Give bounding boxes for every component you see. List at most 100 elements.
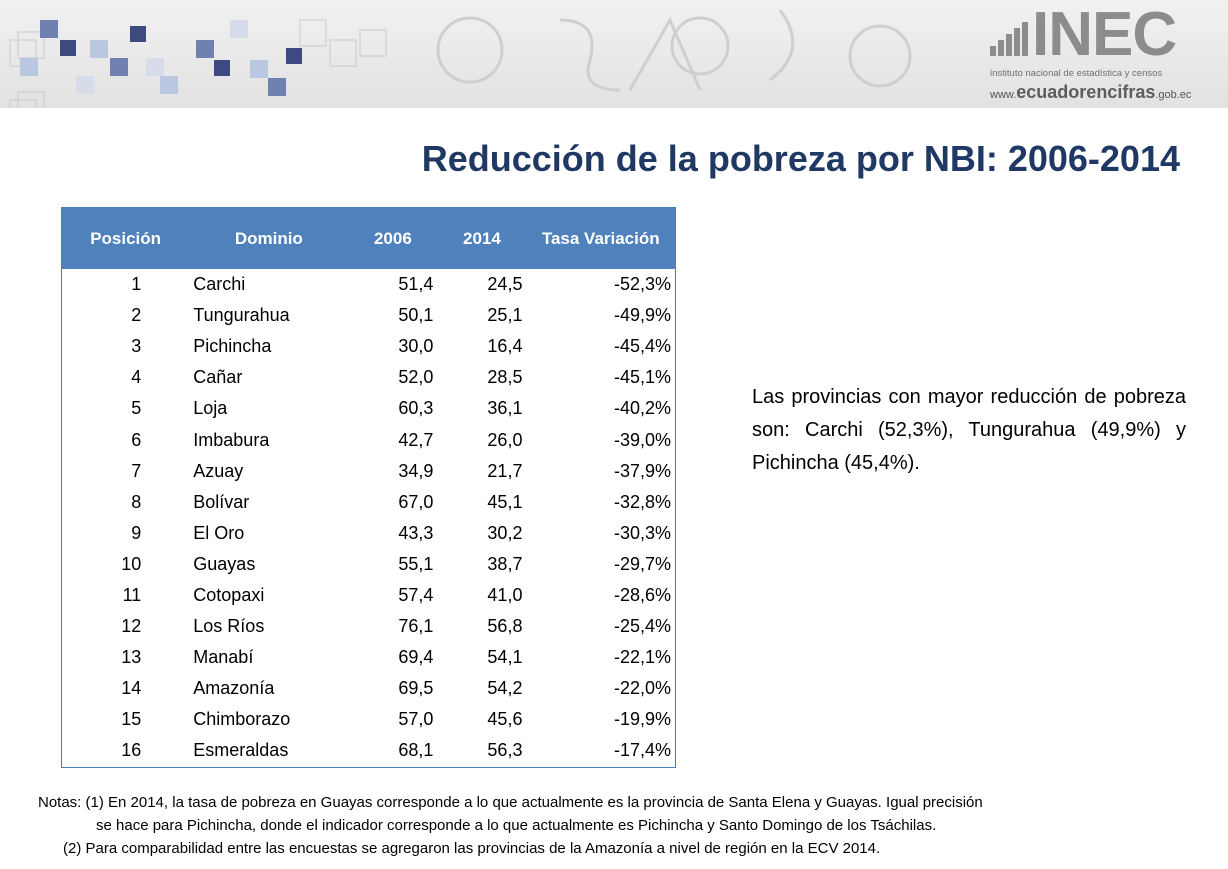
- cell-2014: 21,7: [487, 460, 523, 481]
- cell-dominio: Pichincha: [193, 336, 272, 357]
- table-row: 12 Los Ríos 76,1 56,8 -25,4%: [62, 611, 676, 642]
- cell-posicion: 8: [131, 491, 142, 512]
- cell-tasa-variacion: -25,4%: [613, 616, 671, 637]
- cell-tasa-variacion: -28,6%: [613, 584, 671, 605]
- table-row: 1 Carchi 51,4 24,5 -52,3%: [62, 269, 676, 300]
- cell-2014: 28,5: [487, 367, 523, 388]
- table-row: 11 Cotopaxi 57,4 41,0 -28,6%: [62, 580, 676, 611]
- table-row: 10 Guayas 55,1 38,7 -29,7%: [62, 549, 676, 580]
- cell-dominio: Cañar: [193, 367, 243, 388]
- cell-dominio: Azuay: [193, 460, 244, 481]
- cell-posicion: 2: [131, 305, 142, 326]
- table-row: 2 Tungurahua 50,1 25,1 -49,9%: [62, 300, 676, 331]
- cell-2006: 34,9: [398, 460, 434, 481]
- cell-2014: 36,1: [487, 398, 523, 419]
- cell-posicion: 5: [131, 398, 142, 419]
- cell-tasa-variacion: -30,3%: [613, 522, 671, 543]
- table-row: 8 Bolívar 67,0 45,1 -32,8%: [62, 487, 676, 518]
- cell-2006: 42,7: [398, 429, 434, 450]
- cell-posicion: 7: [131, 460, 142, 481]
- cell-tasa-variacion: -40,2%: [613, 398, 671, 419]
- cell-2006: 43,3: [398, 522, 434, 543]
- cell-posicion: 9: [131, 522, 142, 543]
- cell-tasa-variacion: -19,9%: [613, 709, 671, 730]
- header-2014: 2014: [437, 207, 527, 269]
- cell-posicion: 15: [121, 709, 142, 730]
- cell-dominio: Tungurahua: [193, 305, 290, 326]
- cell-dominio: Esmeraldas: [193, 740, 289, 761]
- cell-dominio: Los Ríos: [193, 616, 265, 637]
- header-posicion: Posición: [61, 207, 190, 269]
- cell-2014: 38,7: [487, 553, 523, 574]
- cell-2006: 67,0: [398, 491, 434, 512]
- cell-2014: 54,1: [487, 647, 523, 668]
- cell-2006: 30,0: [398, 336, 434, 357]
- cell-posicion: 11: [122, 584, 142, 605]
- poverty-table: Posición Dominio 2006 2014 Tasa Variació…: [61, 207, 676, 768]
- note-1-continued: se hace para Pichincha, donde el indicad…: [96, 817, 937, 834]
- cell-dominio: Bolívar: [193, 491, 250, 512]
- table-row: 15 Chimborazo 57,0 45,6 -19,9%: [62, 704, 676, 735]
- cell-posicion: 14: [121, 678, 142, 699]
- cell-2014: 26,0: [487, 429, 523, 450]
- cell-posicion: 12: [121, 616, 142, 637]
- cell-2014: 56,3: [487, 740, 523, 761]
- cell-dominio: Amazonía: [193, 678, 275, 699]
- cell-tasa-variacion: -39,0%: [613, 429, 671, 450]
- table-row: 6 Imbabura 42,7 26,0 -39,0%: [62, 424, 676, 455]
- table-row: 3 Pichincha 30,0 16,4 -45,4%: [62, 331, 676, 362]
- cell-2014: 41,0: [487, 584, 523, 605]
- note-1: Notas: (1) En 2014, la tasa de pobreza e…: [38, 794, 983, 811]
- cell-2014: 16,4: [487, 336, 523, 357]
- cell-2006: 76,1: [398, 616, 434, 637]
- cell-2006: 68,1: [398, 740, 434, 761]
- cell-2014: 45,6: [487, 709, 523, 730]
- cell-tasa-variacion: -45,4%: [613, 336, 671, 357]
- table-row: 14 Amazonía 69,5 54,2 -22,0%: [62, 673, 676, 704]
- cell-tasa-variacion: -37,9%: [613, 460, 671, 481]
- inec-logo: INEC instituto nacional de estadística y…: [988, 4, 1224, 103]
- cell-2006: 57,0: [398, 709, 434, 730]
- cell-2006: 52,0: [398, 367, 434, 388]
- cell-dominio: Imbabura: [193, 429, 270, 450]
- table-row: 4 Cañar 52,0 28,5 -45,1%: [62, 362, 676, 393]
- cell-2006: 50,1: [398, 305, 434, 326]
- cell-tasa-variacion: -45,1%: [613, 367, 671, 388]
- table-header-row: Posición Dominio 2006 2014 Tasa Variació…: [61, 207, 676, 269]
- cell-tasa-variacion: -52,3%: [613, 274, 671, 295]
- cell-tasa-variacion: -29,7%: [613, 553, 671, 574]
- table-row: 9 El Oro 43,3 30,2 -30,3%: [62, 518, 676, 549]
- cell-2014: 25,1: [487, 305, 523, 326]
- cell-tasa-variacion: -17,4%: [613, 740, 671, 761]
- cell-2014: 24,5: [487, 274, 523, 295]
- cell-dominio: Manabí: [193, 647, 254, 668]
- page-title: Reducción de la pobreza por NBI: 2006-20…: [421, 138, 1180, 179]
- note-2: (2) Para comparabilidad entre las encues…: [63, 840, 881, 857]
- site-main: ecuadorencifras: [1016, 82, 1156, 102]
- cell-posicion: 10: [121, 553, 142, 574]
- cell-2006: 69,5: [398, 678, 434, 699]
- cell-2006: 60,3: [398, 398, 434, 419]
- cell-dominio: Guayas: [193, 553, 256, 574]
- cell-tasa-variacion: -49,9%: [613, 305, 671, 326]
- site-prefix: www.: [990, 89, 1017, 101]
- header-dominio: Dominio: [189, 207, 349, 269]
- cell-posicion: 4: [131, 367, 142, 388]
- cell-posicion: 3: [131, 336, 142, 357]
- cell-tasa-variacion: -32,8%: [613, 491, 671, 512]
- cell-dominio: Carchi: [193, 274, 246, 295]
- notes: Notas: (1) En 2014, la tasa de pobreza e…: [38, 791, 1198, 860]
- header-tasa-variacion: Tasa Variación: [526, 207, 676, 269]
- cell-posicion: 1: [131, 274, 142, 295]
- cell-tasa-variacion: -22,0%: [613, 678, 671, 699]
- cell-tasa-variacion: -22,1%: [613, 647, 671, 668]
- header-banner: INEC instituto nacional de estadística y…: [0, 0, 1228, 108]
- cell-2014: 30,2: [487, 522, 523, 543]
- cell-2006: 51,4: [398, 274, 434, 295]
- table-row: 7 Azuay 34,9 21,7 -37,9%: [62, 456, 676, 487]
- table-body: 1 Carchi 51,4 24,5 -52,3% 2 Tungurahua 50,1 25,1…: [62, 269, 676, 767]
- logo-tagline: instituto nacional de estadística y cens…: [990, 68, 1163, 79]
- cell-2006: 55,1: [398, 553, 434, 574]
- logo-website: www.ecuadorencifras.gob.ec: [990, 82, 1191, 103]
- cell-dominio: Cotopaxi: [193, 584, 265, 605]
